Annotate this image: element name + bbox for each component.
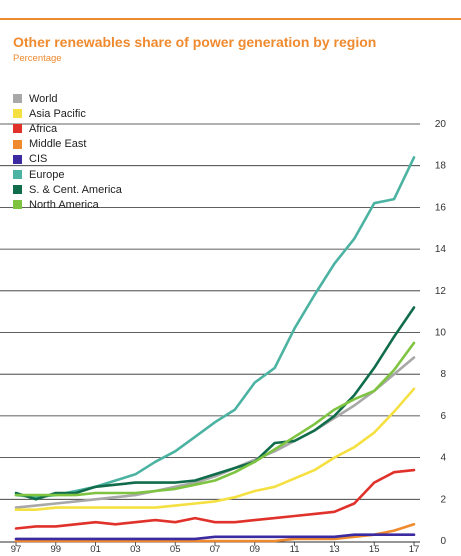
- legend-label: Europe: [29, 168, 65, 181]
- legend-label: Africa: [29, 122, 58, 135]
- x-tick-label: 09: [250, 544, 261, 555]
- y-tick-label: 10: [435, 328, 447, 339]
- legend-item: S. & Cent. America: [13, 182, 122, 197]
- legend-swatch: [13, 185, 22, 195]
- x-tick-label: 99: [51, 544, 62, 555]
- series-line-world: [14, 356, 416, 509]
- legend-swatch: [13, 139, 22, 149]
- y-tick-label: 0: [440, 536, 446, 547]
- legend-label: World: [29, 92, 58, 105]
- x-tick-label: 13: [329, 544, 340, 555]
- series-line-s-cent-america: [14, 306, 416, 501]
- legend-swatch: [13, 170, 22, 180]
- series-line-africa: [14, 468, 416, 530]
- y-tick-label: 4: [440, 453, 446, 464]
- legend-label: Middle East: [29, 138, 87, 151]
- y-tick-label: 8: [440, 369, 446, 380]
- y-tick-labels: 0 2 4 6 8 10 12 14 16 18 20: [435, 119, 447, 547]
- series-line-north-america: [14, 341, 416, 497]
- legend-item: Europe: [13, 167, 122, 182]
- legend-item: Africa: [13, 121, 122, 136]
- y-tick-label: 2: [440, 494, 446, 505]
- legend-item: Middle East: [13, 137, 122, 152]
- legend-swatch: [13, 94, 22, 104]
- legend-item: World: [13, 91, 122, 106]
- x-tick-label: 11: [290, 544, 300, 555]
- legend-item: North America: [13, 197, 122, 212]
- legend-item: CIS: [13, 152, 122, 167]
- legend-label: North America: [29, 198, 99, 211]
- x-tick-label: 01: [90, 544, 101, 555]
- legend-swatch: [13, 124, 22, 134]
- y-tick-label: 16: [435, 202, 447, 213]
- legend: World Asia Pacific Africa Middle East CIS Eur…: [13, 91, 122, 213]
- x-tick-label: 05: [170, 544, 181, 555]
- series-line-asia-pacific: [14, 387, 416, 512]
- x-tick-label: 03: [130, 544, 141, 555]
- legend-label: CIS: [29, 153, 48, 166]
- chart-subtitle: Percentage: [13, 53, 62, 64]
- x-tick-label: 97: [11, 544, 22, 555]
- legend-item: Asia Pacific: [13, 106, 122, 121]
- legend-swatch: [13, 200, 22, 210]
- top-rule: [0, 18, 461, 20]
- legend-label: Asia Pacific: [29, 107, 86, 120]
- y-tick-label: 6: [440, 411, 446, 422]
- x-tick-label: 17: [409, 544, 420, 555]
- chart-title: Other renewables share of power generati…: [13, 34, 377, 50]
- y-tick-label: 18: [435, 161, 447, 172]
- x-tick-labels: 97 99 01 03 05 07 09 11 13 15 17: [11, 544, 420, 555]
- y-tick-label: 14: [435, 244, 447, 255]
- legend-swatch: [13, 154, 22, 164]
- y-tick-label: 12: [435, 286, 447, 297]
- series-line-cis: [14, 533, 416, 541]
- legend-label: S. & Cent. America: [29, 183, 122, 196]
- y-tick-label: 20: [435, 119, 447, 130]
- x-tick-label: 15: [369, 544, 380, 555]
- series-line-middle-east: [14, 522, 416, 543]
- legend-swatch: [13, 109, 22, 119]
- x-tick-label: 07: [210, 544, 221, 555]
- series-lines: [14, 156, 416, 543]
